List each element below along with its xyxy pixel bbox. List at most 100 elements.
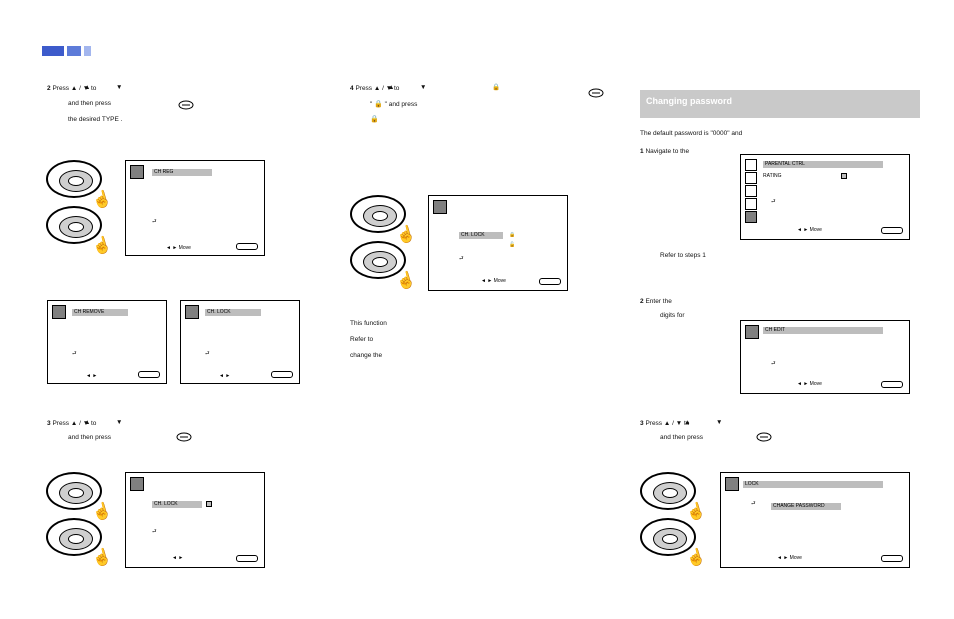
r-step3-cont: and then press — [660, 434, 703, 442]
r-step1-num: 1 — [640, 148, 644, 155]
enter-hint — [236, 555, 258, 562]
return-hint: ⮐ — [205, 351, 210, 359]
step4-lock-q1: " — [370, 101, 372, 108]
move-hint: ◄ ► — [219, 373, 230, 379]
lock-icon: 🔒 — [370, 115, 379, 124]
return-hint: ⮐ — [459, 256, 464, 264]
step2-num: 2 — [47, 85, 51, 92]
step2-end: . — [121, 116, 123, 123]
r-step2-num: 2 — [640, 298, 644, 305]
enter-hint — [539, 278, 561, 285]
move-hint: ◄ ► Move — [797, 381, 822, 387]
return-hint: ⮐ — [152, 529, 157, 537]
enter-hint — [881, 381, 903, 388]
return-hint: ⮐ — [771, 199, 776, 207]
menu-icon — [433, 200, 447, 214]
lock-icon: 🔒 — [492, 84, 500, 92]
step2-desired: the desired — [68, 116, 100, 123]
enter-hint — [236, 243, 258, 250]
tv-menu-panel: CH EDIT ⮐ ◄ ► Move — [740, 320, 910, 394]
lock-yes: 🔒 — [509, 232, 515, 238]
header-accent-1 — [42, 46, 64, 56]
enter-hint — [138, 371, 160, 378]
r-step1-text: Navigate to the — [645, 148, 689, 155]
return-hint: ⮐ — [72, 351, 77, 359]
move-hint: ◄ ► — [86, 373, 97, 379]
enter-pill-icon — [588, 88, 604, 98]
up-icon: ▲ — [684, 419, 690, 427]
r-step3-text: Press ▲ / ▼ to — [645, 420, 689, 427]
menu-icon — [185, 305, 199, 319]
enter-pill-icon — [756, 432, 772, 442]
down-icon: ▼ — [420, 84, 426, 92]
tv-menu-panel: CH. LOCK 🔒 🔓 ⮐ ◄ ► Move — [428, 195, 568, 291]
tv-menu-panel: CH REMOVE ⮐ ◄ ► — [47, 300, 167, 384]
step3-cont: and then press — [68, 434, 111, 442]
remote-icon — [46, 472, 104, 512]
note1: This function — [350, 320, 387, 328]
menu-label: PARENTAL CTRL — [763, 161, 883, 168]
menu-label: CH. LOCK — [152, 501, 202, 508]
step3-num: 3 — [47, 420, 51, 427]
step2-cont: and then press — [68, 100, 111, 108]
remote-icon — [46, 160, 104, 200]
step2-selection: TYPE — [102, 116, 119, 123]
remote-icon — [640, 472, 698, 512]
down-icon: ▼ — [116, 419, 122, 427]
r-step1-note: Refer to steps 1 — [660, 252, 706, 260]
enter-hint — [881, 227, 903, 234]
lock-no: 🔓 — [509, 242, 515, 248]
down-icon: ▼ — [116, 84, 122, 92]
move-hint: ◄ ► Move — [777, 555, 802, 561]
menu-label: CH EDIT — [763, 327, 883, 334]
move-hint: ◄ ► Move — [481, 278, 506, 284]
return-hint: ⮐ — [152, 219, 157, 227]
enter-hint — [881, 555, 903, 562]
note3: change the — [350, 352, 382, 360]
menu-icon — [745, 325, 759, 339]
enter-pill-icon — [178, 100, 194, 110]
up-icon: ▲ — [84, 419, 90, 427]
step4-num: 4 — [350, 85, 354, 92]
remote-icon — [46, 518, 104, 558]
enter-pill-icon — [176, 432, 192, 442]
menu-icon — [130, 477, 144, 491]
intro: The default password is "0000" and — [640, 130, 742, 138]
move-hint: ◄ ► — [172, 555, 183, 561]
section-title: Changing password — [646, 96, 732, 108]
menu-pw: CHANGE PASSWORD — [771, 503, 841, 510]
header-accent-3 — [84, 46, 91, 56]
note2: Refer to — [350, 336, 373, 344]
remote-icon — [350, 195, 408, 235]
tv-menu-panel: LOCK CHANGE PASSWORD ⮐ ◄ ► Move — [720, 472, 910, 568]
move-hint: ◄ ► Move — [797, 227, 822, 233]
r-step3-num: 3 — [640, 420, 644, 427]
r-step2-text: Enter the — [645, 298, 671, 305]
menu-icon — [130, 165, 144, 179]
return-hint: ⮐ — [771, 361, 776, 369]
menu-label: CH REMOVE — [72, 309, 128, 316]
menu-label: CH REG — [152, 169, 212, 176]
tv-menu-panel: CH. LOCK ⮐ ◄ ► — [180, 300, 300, 384]
tv-menu-panel: CH REG ⮐ ◄ ► Move — [125, 160, 265, 256]
menu-label: CH. LOCK — [459, 232, 503, 239]
return-hint: ⮐ — [751, 501, 756, 509]
up-icon: ▲ — [84, 84, 90, 92]
row: RATING — [763, 173, 782, 179]
menu-category-icons — [745, 159, 757, 224]
r-step2-digits: digits for — [660, 312, 685, 320]
remote-icon — [350, 241, 408, 281]
value-box — [206, 501, 212, 507]
menu-icon — [52, 305, 66, 319]
menu-label: LOCK — [743, 481, 883, 488]
value-box — [841, 173, 847, 179]
header-accent-2 — [67, 46, 81, 56]
menu-icon — [725, 477, 739, 491]
tv-menu-panel: PARENTAL CTRL RATING ⮐ ◄ ► Move — [740, 154, 910, 240]
remote-icon — [46, 206, 104, 246]
lock-icon: 🔒 — [374, 100, 383, 109]
remote-icon — [640, 518, 698, 558]
move-hint: ◄ ► Move — [166, 245, 191, 251]
up-icon: ▲ — [388, 84, 394, 92]
step4-lock-q2: " and press — [385, 101, 418, 108]
